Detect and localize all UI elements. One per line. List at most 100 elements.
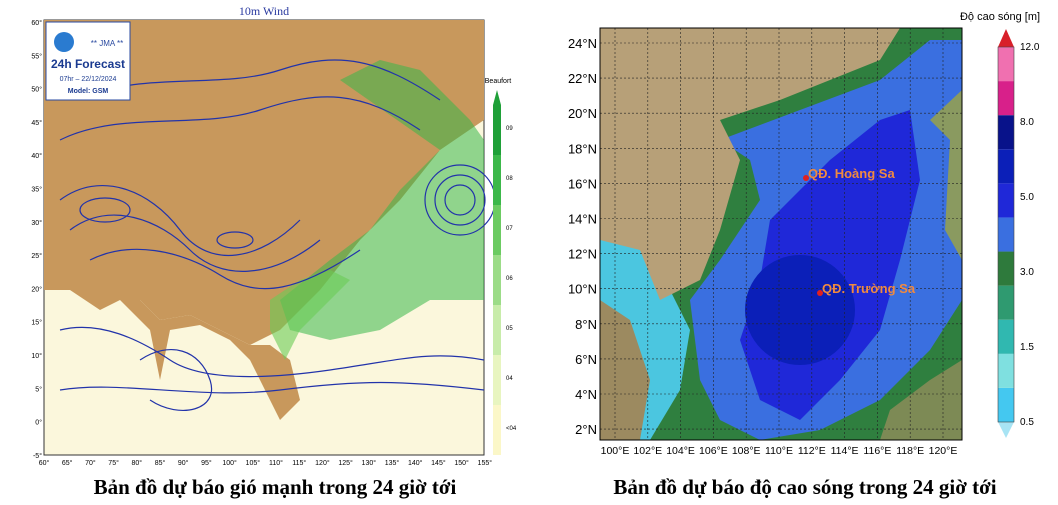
lon-label: 104°E <box>666 445 695 457</box>
colorbar-swatch <box>998 387 1014 422</box>
lat-label: 14°N <box>568 212 597 227</box>
lat-label: 0° <box>35 419 42 427</box>
colorbar-frame <box>997 46 1015 423</box>
lat-label: 4°N <box>575 387 597 402</box>
land <box>880 360 962 440</box>
lon-label: 110°E <box>765 445 793 457</box>
colorbar-swatch <box>998 47 1014 82</box>
colorbar-label: 5.0 <box>1020 192 1034 203</box>
lat-label: 20° <box>31 285 42 293</box>
caption: Bản đồ dự báo độ cao sóng trong 24 giờ t… <box>613 475 996 499</box>
lon-label: 130° <box>362 459 377 467</box>
colorbar-title: Beaufort <box>485 78 512 85</box>
colorbar-label: 07 <box>506 226 513 232</box>
colorbar-label: 04 <box>506 376 513 382</box>
lon-label: 70° <box>85 459 96 467</box>
colorbar-label: 1.5 <box>1020 342 1034 353</box>
lon-label: 108°E <box>732 445 761 457</box>
colorbar-swatch <box>493 155 501 205</box>
place-label: QĐ. Hoàng Sa <box>808 166 895 181</box>
colorbar-label: 05 <box>506 326 513 332</box>
lat-label: 60° <box>31 19 42 27</box>
colorbar-swatch <box>493 255 501 305</box>
colorbar-swatch <box>998 285 1014 320</box>
lon-label: 145° <box>431 459 446 467</box>
lon-label: 114°E <box>831 445 859 457</box>
colorbar-label: 12.0 <box>1020 42 1040 53</box>
colorbar-arrow <box>493 90 501 105</box>
forecast-time: 07hr – 22/12/2024 <box>60 76 117 83</box>
wind-map: ** JMA ** 24h Forecast 07hr – 22/12/2024… <box>43 4 512 456</box>
colorbar-label: <04 <box>506 426 517 432</box>
colorbar-swatch <box>493 105 501 155</box>
lon-label: 112°E <box>798 445 826 457</box>
lon-label: 118°E <box>896 445 924 457</box>
colorbar-swatch <box>493 405 501 455</box>
colorbar-swatch <box>998 353 1014 388</box>
lat-label: 8°N <box>575 317 597 332</box>
colorbar-swatch <box>493 205 501 255</box>
lon-label: 125° <box>338 459 353 467</box>
colorbar-arrow <box>998 422 1014 438</box>
lat-label: 25° <box>31 252 42 260</box>
colorbar-label: 06 <box>506 276 513 282</box>
wave-map: QĐ. Hoàng Sa QĐ. Trường Sa Độ cao sóng [… <box>599 11 1040 441</box>
map-frame <box>599 27 963 441</box>
lon-label: 95° <box>201 459 212 467</box>
place-marker <box>803 175 809 181</box>
lon-label: 75° <box>108 459 119 467</box>
colorbar-swatch <box>493 305 501 355</box>
grid <box>600 28 962 440</box>
lat-label: 50° <box>31 86 42 94</box>
lat-label: 10° <box>31 352 42 360</box>
lat-label: 45° <box>31 119 42 127</box>
land <box>930 90 962 260</box>
lon-label: 120° <box>315 459 330 467</box>
lat-label: -5° <box>33 452 42 460</box>
lon-label: 135° <box>385 459 400 467</box>
lat-label: 6°N <box>575 352 597 367</box>
colorbar-title: Độ cao sóng [m] <box>960 11 1040 23</box>
lon-label: 106°E <box>699 445 728 457</box>
lon-label: 65° <box>62 459 73 467</box>
lat-label: 30° <box>31 219 42 227</box>
lat-label: 10°N <box>568 282 597 297</box>
colorbar-swatch <box>998 81 1014 116</box>
colorbar-label: 09 <box>506 126 513 132</box>
lon-label: 100°E <box>601 445 630 457</box>
land <box>120 300 300 420</box>
caption: Bản đồ dự báo gió mạnh trong 24 giờ tới <box>94 475 457 499</box>
land <box>600 28 900 300</box>
lat-label: 24°N <box>568 36 597 51</box>
colorbar-swatch <box>998 115 1014 150</box>
lat-label: 2°N <box>575 422 597 437</box>
lat-label: 15° <box>31 319 42 327</box>
colorbar-swatch <box>998 217 1014 252</box>
lon-label: 105° <box>246 459 261 467</box>
lon-label: 90° <box>178 459 189 467</box>
strong-wind-area <box>270 270 350 360</box>
map-title: 10m Wind <box>239 4 289 18</box>
lat-label: 40° <box>31 152 42 160</box>
lon-label: 102°E <box>633 445 662 457</box>
lon-label: 155° <box>478 459 493 467</box>
colorbar-arrow <box>998 29 1014 47</box>
logo-text: ** JMA ** <box>91 39 123 48</box>
lon-label: 120°E <box>929 445 958 457</box>
lon-label: 110° <box>269 459 283 467</box>
logo-icon <box>54 32 74 52</box>
land <box>600 300 650 440</box>
colorbar-label: 8.0 <box>1020 117 1034 128</box>
colorbar-label: 0.5 <box>1020 417 1034 428</box>
strong-wind-area <box>280 60 484 340</box>
colorbar-swatch <box>998 183 1014 218</box>
lon-label: 150° <box>454 459 469 467</box>
lon-label: 85° <box>155 459 166 467</box>
colorbar-label: 3.0 <box>1020 267 1034 278</box>
sea-band <box>745 255 855 365</box>
model-label: Model: GSM <box>68 88 109 95</box>
lat-label: 35° <box>31 186 42 194</box>
isobars <box>59 59 496 411</box>
lon-label: 100° <box>222 459 237 467</box>
lat-label: 5° <box>35 385 42 393</box>
